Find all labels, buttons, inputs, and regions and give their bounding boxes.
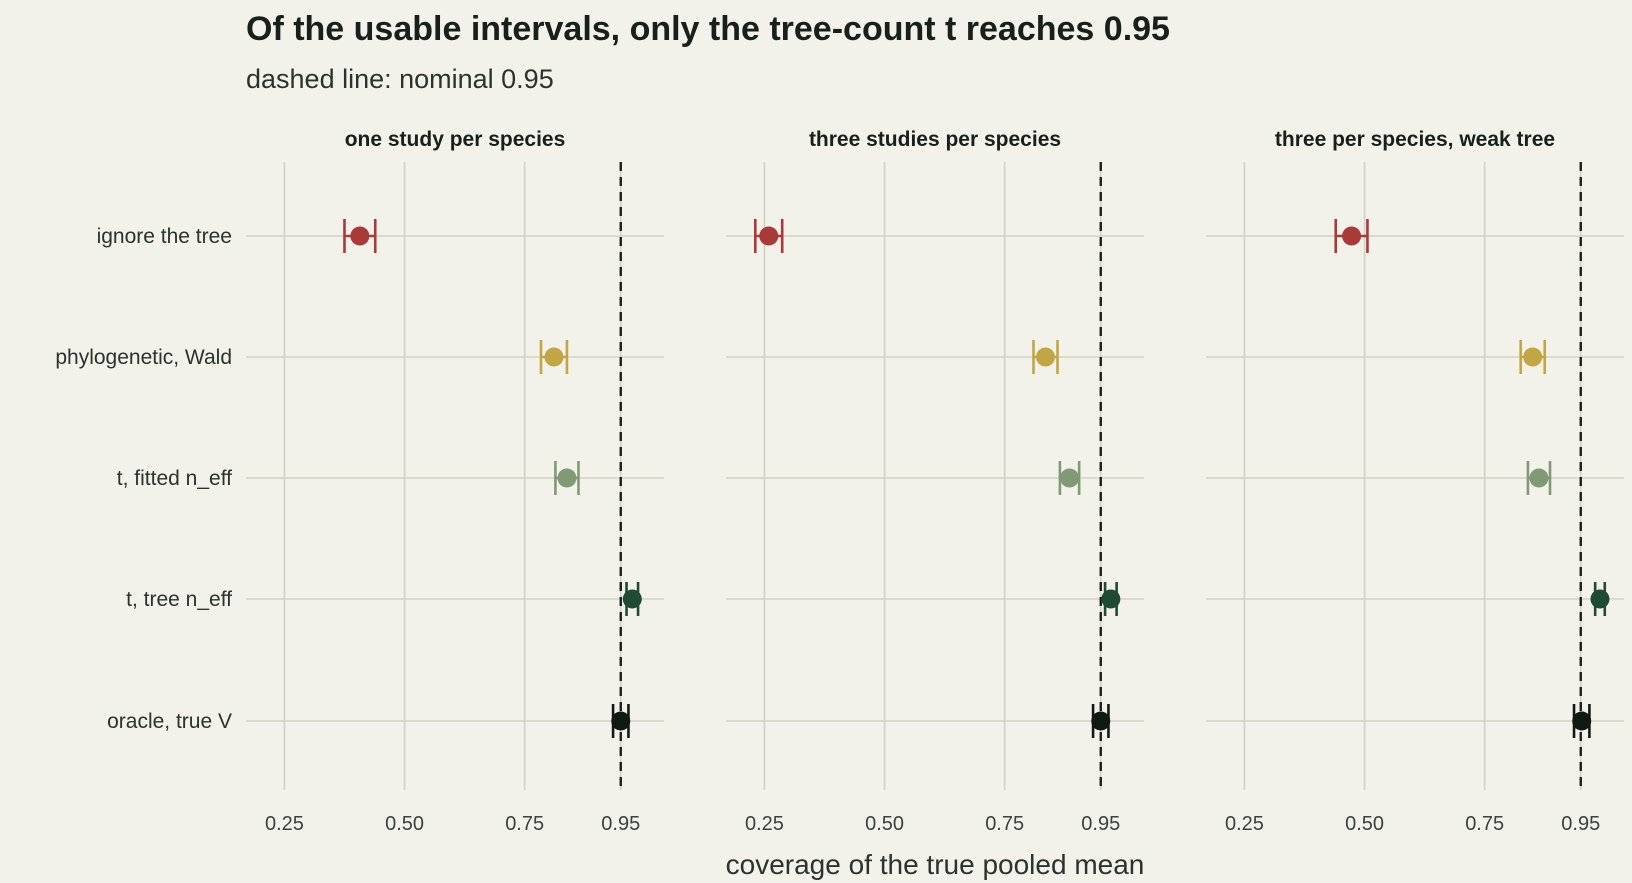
data-point bbox=[759, 226, 779, 246]
data-point bbox=[1590, 589, 1610, 609]
data-point bbox=[1572, 711, 1592, 731]
x-tick-label: 0.50 bbox=[865, 813, 904, 835]
data-point bbox=[544, 347, 564, 367]
x-tick-label: 0.75 bbox=[985, 813, 1024, 835]
x-tick-label: 0.95 bbox=[1081, 813, 1120, 835]
data-point bbox=[1036, 347, 1056, 367]
x-tick-label: 0.75 bbox=[1465, 813, 1504, 835]
x-axis-title: coverage of the true pooled mean bbox=[726, 849, 1145, 880]
facet-title: one study per species bbox=[345, 128, 566, 151]
data-point bbox=[1342, 226, 1362, 246]
data-point bbox=[611, 711, 631, 731]
chart-title: Of the usable intervals, only the tree-c… bbox=[246, 10, 1170, 48]
x-tick-label: 0.50 bbox=[385, 813, 424, 835]
x-tick-label: 0.25 bbox=[265, 813, 304, 835]
x-tick-label: 0.95 bbox=[1561, 813, 1600, 835]
data-point bbox=[1091, 711, 1111, 731]
row-label: oracle, true V bbox=[107, 710, 232, 733]
data-point bbox=[350, 226, 370, 246]
facet-title: three per species, weak tree bbox=[1275, 128, 1555, 151]
x-tick-label: 0.50 bbox=[1345, 813, 1384, 835]
x-tick-label: 0.25 bbox=[1225, 813, 1264, 835]
x-tick-label: 0.25 bbox=[745, 813, 784, 835]
row-label: t, tree n_eff bbox=[126, 588, 232, 611]
x-tick-label: 0.95 bbox=[601, 813, 640, 835]
x-tick-label: 0.75 bbox=[505, 813, 544, 835]
data-point bbox=[1101, 589, 1121, 609]
data-point bbox=[1060, 468, 1080, 488]
row-label: phylogenetic, Wald bbox=[55, 346, 232, 369]
facet-title: three studies per species bbox=[809, 128, 1061, 151]
data-point bbox=[1529, 468, 1549, 488]
data-point bbox=[1523, 347, 1543, 367]
data-point bbox=[557, 468, 577, 488]
data-point bbox=[622, 589, 642, 609]
row-label: ignore the tree bbox=[97, 225, 232, 248]
chart-subtitle: dashed line: nominal 0.95 bbox=[246, 64, 554, 94]
row-label: t, fitted n_eff bbox=[117, 467, 232, 490]
